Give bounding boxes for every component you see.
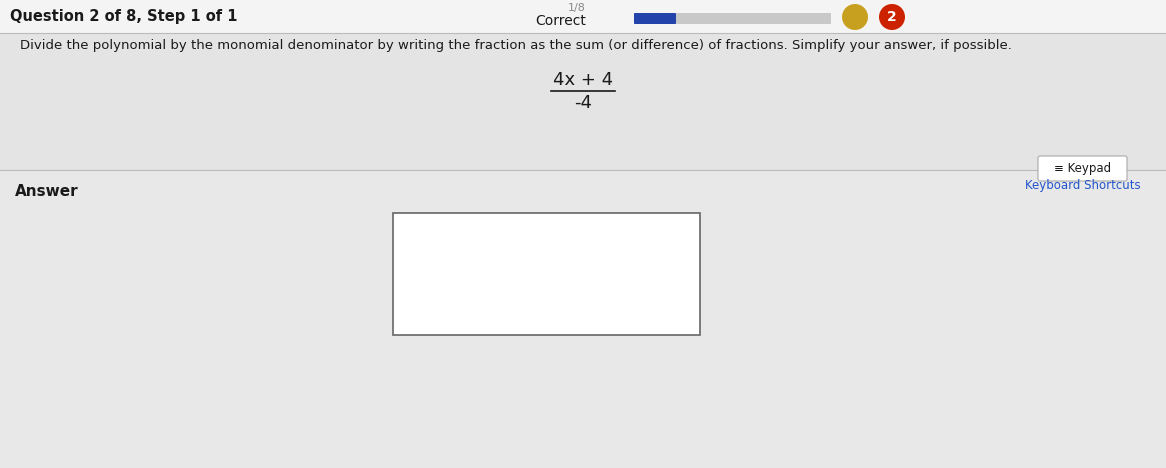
Text: Keyboard Shortcuts: Keyboard Shortcuts xyxy=(1025,178,1140,191)
FancyBboxPatch shape xyxy=(634,13,676,24)
Text: Divide the polynomial by the monomial denominator by writing the fraction as the: Divide the polynomial by the monomial de… xyxy=(20,39,1012,52)
Text: Question 2 of 8, Step 1 of 1: Question 2 of 8, Step 1 of 1 xyxy=(10,9,238,24)
Bar xyxy=(393,213,700,335)
Bar xyxy=(0,0,1166,33)
Circle shape xyxy=(842,4,868,30)
Text: Answer: Answer xyxy=(15,184,78,199)
Text: 2: 2 xyxy=(887,10,897,24)
Text: ≡ Keypad: ≡ Keypad xyxy=(1054,162,1111,175)
Bar xyxy=(0,33,1166,170)
FancyBboxPatch shape xyxy=(634,13,831,24)
Text: 4x + 4: 4x + 4 xyxy=(553,71,613,89)
FancyBboxPatch shape xyxy=(1038,156,1128,181)
Circle shape xyxy=(879,4,905,30)
Text: 1/8: 1/8 xyxy=(568,3,586,13)
Text: -4: -4 xyxy=(574,94,592,112)
Text: Correct: Correct xyxy=(535,14,586,28)
